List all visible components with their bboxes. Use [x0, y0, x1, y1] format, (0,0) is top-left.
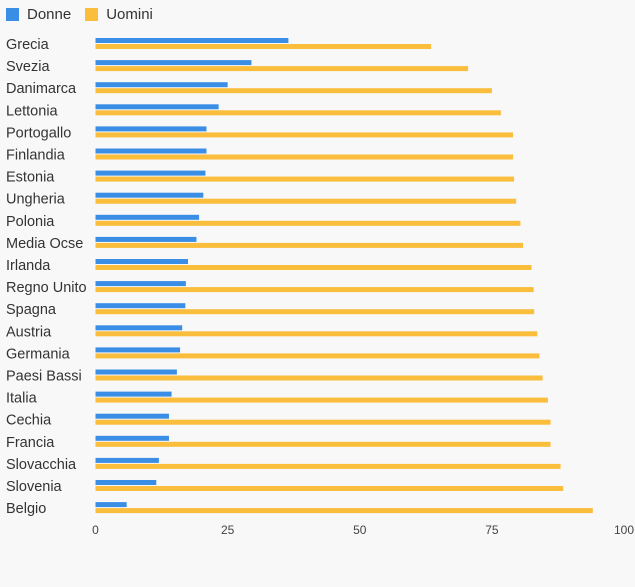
bar-uomini-austria[interactable]: [95, 331, 538, 337]
bar-donne-italia[interactable]: [95, 391, 172, 397]
x-tick-label-50: 50: [353, 523, 367, 537]
category-label-portogallo: Portogallo: [6, 125, 71, 141]
x-tick-label-25: 25: [221, 523, 235, 537]
bar-donne-belgio[interactable]: [95, 502, 127, 508]
legend-item-donne[interactable]: Donne: [6, 6, 71, 23]
chart-legend: Donne Uomini: [6, 5, 167, 23]
category-label-ungheria: Ungheria: [6, 192, 66, 208]
bar-uomini-media-ocse[interactable]: [95, 242, 524, 248]
category-label-polonia: Polonia: [6, 214, 55, 230]
y-axis-labels: Grecia Svezia Danimarca Lettonia Portogallo F…: [6, 37, 87, 517]
bar-uomini-irlanda[interactable]: [95, 265, 532, 270]
bar-donne-irlanda[interactable]: [95, 259, 188, 264]
category-label-danimarca: Danimarca: [6, 81, 77, 97]
bar-donne-danimarca[interactable]: [95, 82, 228, 88]
category-label-media-ocse: Media Ocse: [6, 236, 83, 252]
bar-uomini-grecia[interactable]: [95, 44, 432, 49]
bar-donne-portogallo[interactable]: [95, 126, 207, 132]
bar-uomini-finlandia[interactable]: [95, 154, 514, 160]
bar-donne-austria[interactable]: [95, 325, 183, 331]
legend-label-donne: Donne: [27, 5, 72, 23]
category-label-belgio: Belgio: [6, 501, 46, 517]
category-label-cechia: Cechia: [6, 413, 52, 429]
bar-donne-cechia[interactable]: [95, 413, 169, 419]
category-label-germania: Germania: [6, 346, 71, 362]
bar-uomini-estonia[interactable]: [95, 176, 515, 182]
bar-donne-regno-unito[interactable]: [95, 281, 186, 287]
bar-uomini-francia[interactable]: [95, 441, 551, 447]
bar-uomini-ungheria[interactable]: [95, 198, 517, 204]
category-label-francia: Francia: [6, 435, 55, 451]
bar-donne-ungheria[interactable]: [95, 192, 204, 198]
x-tick-label-75: 75: [485, 523, 499, 537]
bar-uomini-polonia[interactable]: [95, 220, 521, 226]
legend-swatch-donne: [6, 7, 19, 21]
bar-uomini-cechia[interactable]: [95, 419, 551, 425]
bar-uomini-belgio[interactable]: [95, 508, 593, 514]
category-label-slovacchia: Slovacchia: [6, 457, 77, 473]
category-label-lettonia: Lettonia: [6, 103, 59, 119]
bar-uomini-germania[interactable]: [95, 353, 540, 359]
x-tick-label-0: 0: [92, 523, 99, 537]
x-axis-tick-labels: 0 25 50 75 100: [92, 523, 634, 537]
category-label-paesi-bassi: Paesi Bassi: [6, 369, 82, 385]
bar-donne-svezia[interactable]: [95, 60, 252, 66]
category-label-austria: Austria: [6, 324, 52, 340]
bar-donne-spagna[interactable]: [95, 303, 186, 309]
category-label-estonia: Estonia: [6, 170, 55, 186]
bar-donne-slovenia[interactable]: [95, 480, 157, 485]
category-label-spagna: Spagna: [6, 302, 57, 318]
bar-donne-lettonia[interactable]: [95, 104, 219, 110]
category-label-grecia: Grecia: [6, 37, 50, 53]
bar-series: [95, 38, 593, 514]
legend-label-uomini: Uomini: [106, 5, 153, 23]
category-label-svezia: Svezia: [6, 59, 50, 75]
bar-uomini-svezia[interactable]: [95, 66, 469, 72]
bar-uomini-paesi-bassi[interactable]: [95, 375, 543, 381]
category-label-finlandia: Finlandia: [6, 148, 66, 164]
bar-uomini-italia[interactable]: [95, 397, 548, 403]
bar-donne-slovacchia[interactable]: [95, 457, 159, 463]
legend-item-uomini[interactable]: Uomini: [85, 6, 153, 23]
bar-donne-polonia[interactable]: [95, 214, 200, 220]
bar-donne-francia[interactable]: [95, 435, 169, 441]
legend-swatch-uomini: [85, 7, 99, 21]
category-label-regno-unito: Regno Unito: [6, 280, 87, 296]
x-tick-label-100: 100: [614, 523, 634, 537]
category-label-irlanda: Irlanda: [6, 258, 51, 274]
bar-donne-germania[interactable]: [95, 347, 181, 353]
bar-uomini-regno-unito[interactable]: [95, 287, 534, 293]
bar-donne-finlandia[interactable]: [95, 148, 207, 154]
bar-donne-media-ocse[interactable]: [95, 236, 197, 242]
bar-donne-paesi-bassi[interactable]: [95, 369, 177, 375]
bar-uomini-spagna[interactable]: [95, 309, 535, 315]
category-label-italia: Italia: [6, 391, 38, 407]
bar-uomini-lettonia[interactable]: [95, 110, 501, 116]
bar-donne-estonia[interactable]: [95, 170, 206, 176]
bar-uomini-slovenia[interactable]: [95, 486, 564, 491]
bar-uomini-slovacchia[interactable]: [95, 463, 561, 469]
bar-donne-grecia[interactable]: [95, 38, 289, 43]
category-label-slovenia: Slovenia: [6, 479, 63, 495]
bar-uomini-portogallo[interactable]: [95, 132, 514, 138]
bar-uomini-danimarca[interactable]: [95, 88, 492, 94]
